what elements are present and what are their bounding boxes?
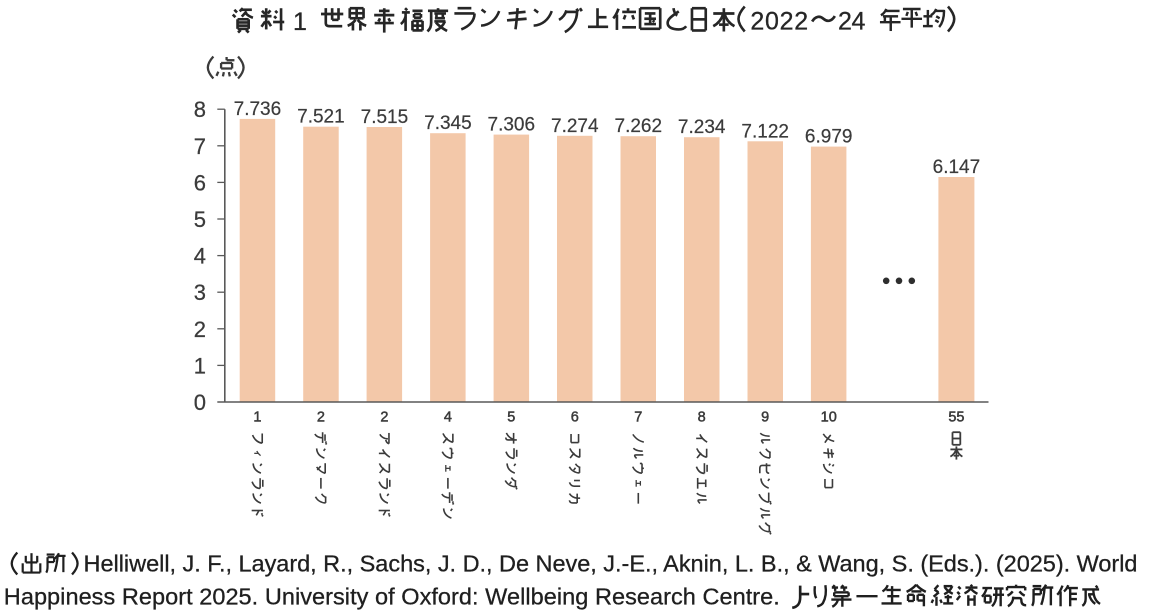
svg-text:7.262: 7.262 bbox=[615, 116, 663, 137]
svg-text:1: 1 bbox=[253, 410, 261, 426]
svg-text:7.306: 7.306 bbox=[488, 115, 536, 136]
svg-text:Happiness Report 2025. Univers: Happiness Report 2025. University of Oxf… bbox=[4, 584, 780, 610]
svg-text:7: 7 bbox=[194, 134, 206, 159]
svg-text:7.515: 7.515 bbox=[361, 107, 409, 128]
svg-text:9: 9 bbox=[761, 410, 769, 426]
svg-text:4: 4 bbox=[444, 410, 452, 426]
svg-text:1: 1 bbox=[293, 8, 307, 36]
svg-text:2: 2 bbox=[317, 410, 325, 426]
svg-text:7.345: 7.345 bbox=[424, 113, 472, 134]
svg-text:2: 2 bbox=[194, 317, 206, 342]
svg-text:6.147: 6.147 bbox=[933, 157, 981, 178]
svg-text:7: 7 bbox=[634, 410, 642, 426]
svg-text:5: 5 bbox=[507, 410, 515, 426]
svg-text:24: 24 bbox=[838, 8, 865, 36]
svg-text:6.979: 6.979 bbox=[805, 127, 853, 148]
svg-text:2: 2 bbox=[380, 410, 388, 426]
svg-text:8: 8 bbox=[698, 410, 706, 426]
svg-text:6: 6 bbox=[571, 410, 579, 426]
svg-text:Helliwell, J. F., Layard, R.,: Helliwell, J. F., Layard, R., Sachs, J. … bbox=[84, 551, 1138, 577]
svg-text:55: 55 bbox=[948, 410, 964, 426]
svg-text:7.234: 7.234 bbox=[678, 117, 726, 138]
svg-text:8: 8 bbox=[194, 97, 206, 122]
svg-text:7.122: 7.122 bbox=[741, 121, 789, 142]
svg-text:4: 4 bbox=[194, 244, 206, 269]
svg-text:1: 1 bbox=[194, 353, 206, 378]
svg-text:0: 0 bbox=[194, 390, 206, 415]
svg-text:6: 6 bbox=[194, 170, 206, 195]
svg-text:5: 5 bbox=[194, 207, 206, 232]
svg-text:3: 3 bbox=[194, 280, 206, 305]
svg-text:2022: 2022 bbox=[750, 8, 808, 36]
svg-text:7.736: 7.736 bbox=[234, 99, 282, 120]
svg-text:7.521: 7.521 bbox=[297, 107, 345, 128]
svg-text:10: 10 bbox=[821, 410, 837, 426]
svg-text:7.274: 7.274 bbox=[551, 116, 599, 137]
